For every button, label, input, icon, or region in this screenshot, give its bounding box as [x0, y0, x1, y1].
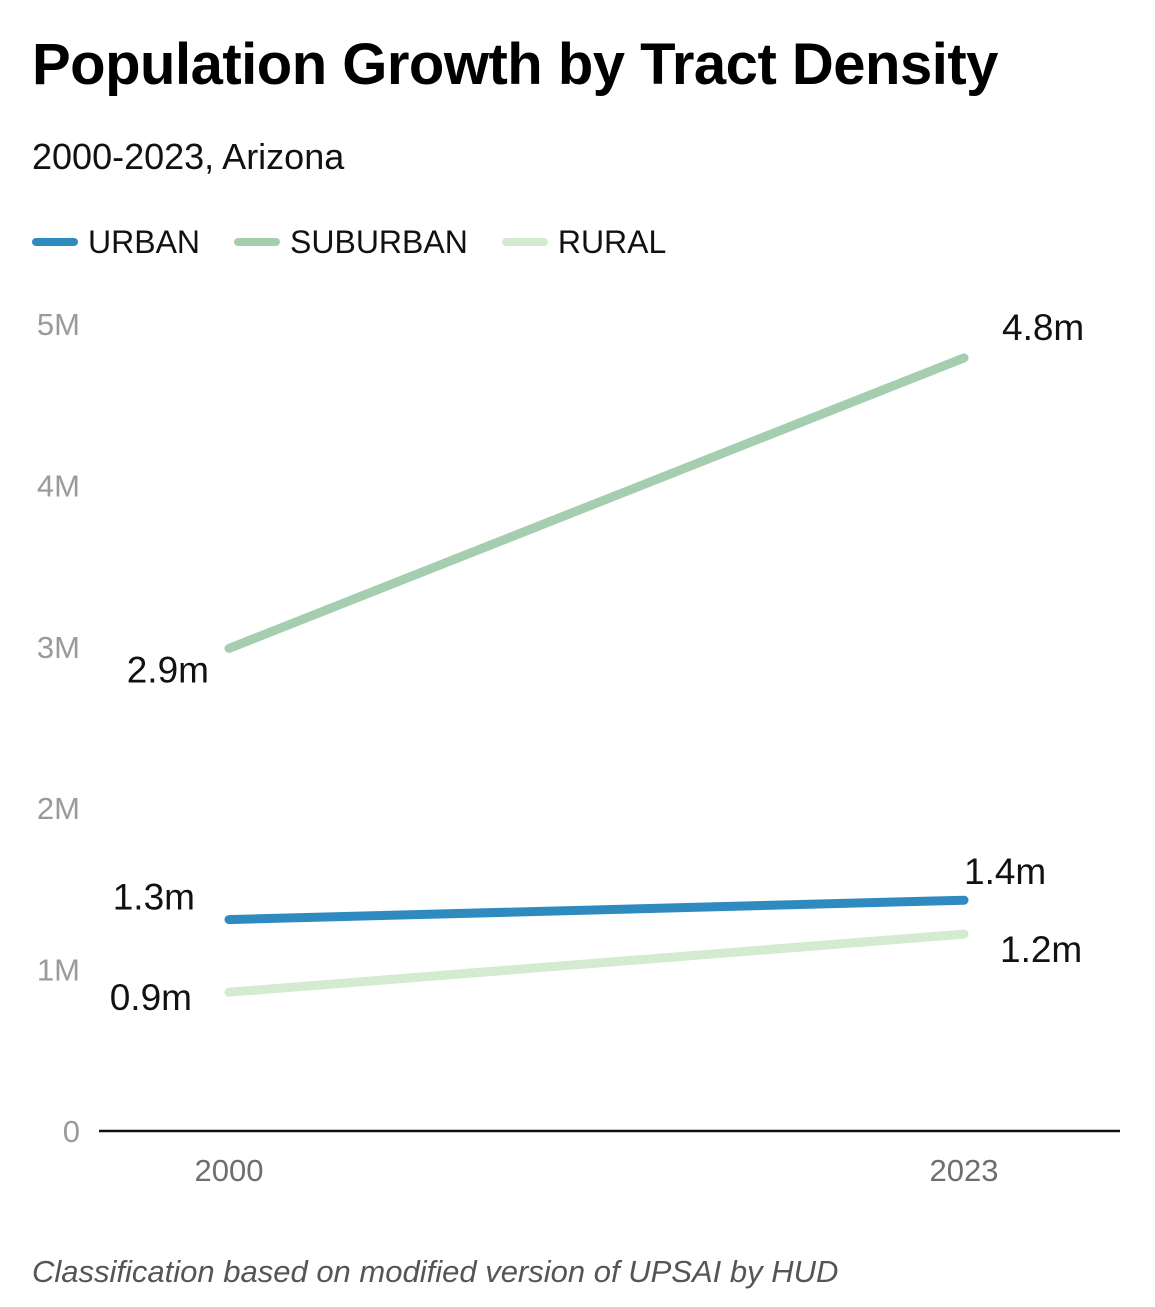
y-tick-label: 1M	[37, 953, 80, 988]
data-label-suburban: 2.9m	[127, 649, 209, 690]
legend-swatch-urban	[32, 238, 78, 246]
line-chart: 0 1M 2M 3M 4M 5M 2000 2023 1.3m 1.4m 2.9m 4.8m 0.9m 1…	[37, 307, 1120, 1188]
y-tick-label: 5M	[37, 307, 80, 342]
data-label-urban: 1.4m	[964, 851, 1046, 892]
legend-item-rural: RURAL	[501, 222, 667, 262]
legend-item-urban: URBAN	[32, 222, 200, 262]
legend-label-suburban: SUBURBAN	[290, 224, 468, 260]
chart-subtitle: 2000-2023, Arizona	[32, 136, 345, 177]
x-tick-label: 2023	[930, 1153, 999, 1188]
data-label-rural: 0.9m	[110, 977, 192, 1018]
x-tick-label: 2000	[195, 1153, 264, 1188]
data-label-suburban: 4.8m	[1002, 307, 1084, 348]
legend-swatch-rural	[501, 238, 548, 246]
legend-label-rural: RURAL	[557, 224, 667, 260]
y-tick-label: 4M	[37, 468, 80, 503]
chart-legend: URBAN SUBURBAN RURAL	[32, 222, 700, 262]
y-tick-label: 3M	[37, 630, 80, 665]
series-line-rural	[224, 929, 969, 997]
chart-caption: Classification based on modified version…	[32, 1254, 839, 1289]
data-label-rural: 1.2m	[1000, 929, 1082, 970]
legend-item-suburban: SUBURBAN	[234, 222, 468, 262]
data-label-urban: 1.3m	[113, 877, 195, 918]
y-tick-label: 2M	[37, 791, 80, 826]
series-line-suburban	[224, 353, 969, 653]
chart-title: Population Growth by Tract Density	[32, 32, 998, 97]
series-line-urban	[224, 895, 969, 925]
legend-swatch-suburban	[234, 238, 281, 246]
legend-label-urban: URBAN	[88, 224, 201, 260]
y-tick-label: 0	[63, 1114, 80, 1149]
